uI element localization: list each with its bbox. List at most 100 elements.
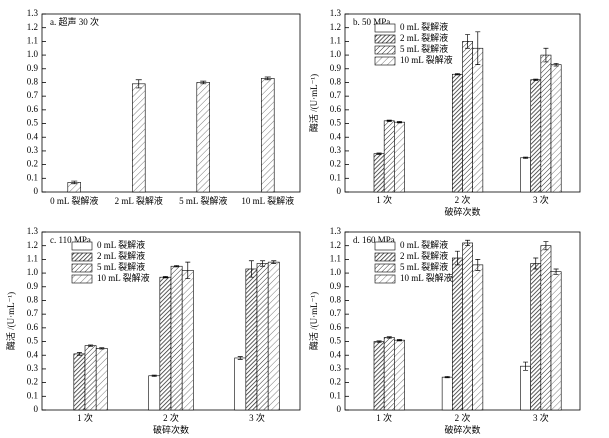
y-tick-label: 0.7 — [27, 90, 39, 100]
x-tick-label: 3 次 — [249, 412, 265, 423]
x-tick-label: 2 次 — [455, 412, 471, 423]
error-bar — [271, 260, 277, 264]
bar — [394, 121, 405, 193]
error-bar — [396, 339, 402, 342]
error-bar — [533, 78, 539, 81]
error-bar — [99, 347, 105, 350]
y-axis-label: 酶活 /(U·mL⁻¹) — [5, 292, 16, 350]
x-tick-label: 2 mL 裂解液 — [115, 195, 163, 206]
x-tick-label: 1 次 — [77, 412, 93, 423]
bar — [540, 54, 552, 193]
x-axis-label: 破碎次数 — [444, 424, 480, 435]
legend-swatch — [374, 34, 396, 44]
legend-swatch — [71, 241, 93, 251]
y-tick-label: 1.1 — [330, 253, 341, 263]
bar — [181, 270, 194, 411]
bar — [530, 263, 542, 411]
error-bar — [454, 73, 460, 76]
panel-title: c. 110 MPa — [50, 235, 91, 245]
y-tick-label: 0.5 — [27, 118, 39, 128]
y-tick-label: 0.5 — [330, 118, 342, 128]
y-tick-label: 1.3 — [330, 8, 342, 18]
error-bar — [553, 62, 559, 67]
x-tick-label: 2 次 — [163, 412, 179, 423]
y-tick-label: 0.6 — [330, 104, 342, 114]
legend-swatch — [374, 252, 396, 262]
y-axis-label: 酶活 /(U·mL⁻¹) — [308, 74, 319, 132]
error-bar — [260, 260, 266, 267]
legend-label: 5 mL 裂解液 — [97, 261, 145, 272]
y-tick-label: 0.3 — [330, 363, 342, 373]
y-tick-label: 0.1 — [27, 172, 38, 182]
y-tick-label: 0.4 — [27, 349, 39, 359]
legend-label: 5 mL 裂解液 — [400, 43, 448, 54]
y-tick-label: 1.0 — [330, 267, 342, 277]
y-axis-label: 酶活 /(U·mL⁻¹) — [308, 292, 319, 350]
error-bar — [475, 259, 481, 271]
legend-swatch — [374, 263, 396, 273]
legend-label: 2 mL 裂解液 — [400, 250, 448, 261]
error-bar — [523, 156, 529, 159]
bar — [267, 261, 280, 411]
y-tick-label: 1.2 — [27, 240, 38, 250]
legend-swatch — [374, 45, 396, 55]
error-bar — [162, 276, 168, 279]
legend-label: 0 mL 裂解液 — [400, 21, 448, 32]
error-bar — [533, 257, 539, 270]
bar — [170, 265, 183, 411]
x-tick-label: 2 次 — [455, 194, 471, 205]
error-bar — [264, 76, 271, 81]
error-bar — [386, 336, 392, 339]
bar — [550, 64, 562, 193]
y-tick-label: 1.0 — [330, 49, 342, 59]
y-tick-label: 0.9 — [330, 281, 342, 291]
y-tick-label: 0.8 — [330, 295, 342, 305]
panel-title: a. 超声 30 次 — [50, 16, 99, 27]
x-tick-label: 3 次 — [533, 412, 549, 423]
error-bar — [71, 180, 78, 185]
y-tick-label: 0.1 — [27, 390, 38, 400]
error-bar — [465, 34, 471, 49]
legend-swatch — [71, 263, 93, 273]
legend-swatch — [374, 56, 396, 66]
legend-label: 5 mL 裂解液 — [400, 261, 448, 272]
legend-swatch — [374, 274, 396, 284]
bar — [373, 153, 385, 193]
plot-frame — [41, 13, 301, 193]
error-bar — [553, 268, 559, 275]
x-tick-label: 10 mL 裂解液 — [241, 195, 294, 206]
bar — [520, 365, 531, 411]
y-tick-label: 0.4 — [27, 131, 39, 141]
y-tick-label: 0.7 — [330, 308, 342, 318]
legend-swatch — [71, 252, 93, 262]
error-bar — [76, 352, 82, 356]
y-tick-label: 1.0 — [27, 267, 39, 277]
legend-label: 10 mL 裂解液 — [400, 54, 453, 65]
y-tick-label: 0.7 — [330, 90, 342, 100]
x-tick-label: 1 次 — [376, 194, 392, 205]
bar — [452, 257, 463, 411]
error-bar — [543, 47, 549, 63]
bar — [196, 82, 211, 193]
y-tick-label: 0.8 — [27, 295, 39, 305]
legend-label: 2 mL 裂解液 — [400, 32, 448, 43]
x-axis-label: 破碎次数 — [153, 424, 189, 435]
legend-swatch — [374, 23, 396, 33]
x-tick-label: 0 mL 裂解液 — [50, 195, 98, 206]
error-bar — [444, 376, 450, 379]
y-tick-label: 0.7 — [27, 308, 39, 318]
y-tick-label: 1.1 — [330, 35, 341, 45]
y-tick-label: 1.2 — [330, 240, 341, 250]
y-tick-label: 0.3 — [27, 145, 39, 155]
error-bar — [465, 239, 471, 247]
y-tick-label: 1.1 — [27, 253, 38, 263]
y-tick-label: 0 — [337, 186, 342, 196]
y-tick-label: 0.3 — [330, 145, 342, 155]
bar — [159, 276, 172, 411]
error-bar — [248, 260, 254, 278]
y-tick-label: 0.4 — [330, 349, 342, 359]
y-tick-label: 0.1 — [330, 172, 341, 182]
legend-label: 10 mL 裂解液 — [97, 272, 150, 283]
legend-label: 2 mL 裂解液 — [97, 250, 145, 261]
